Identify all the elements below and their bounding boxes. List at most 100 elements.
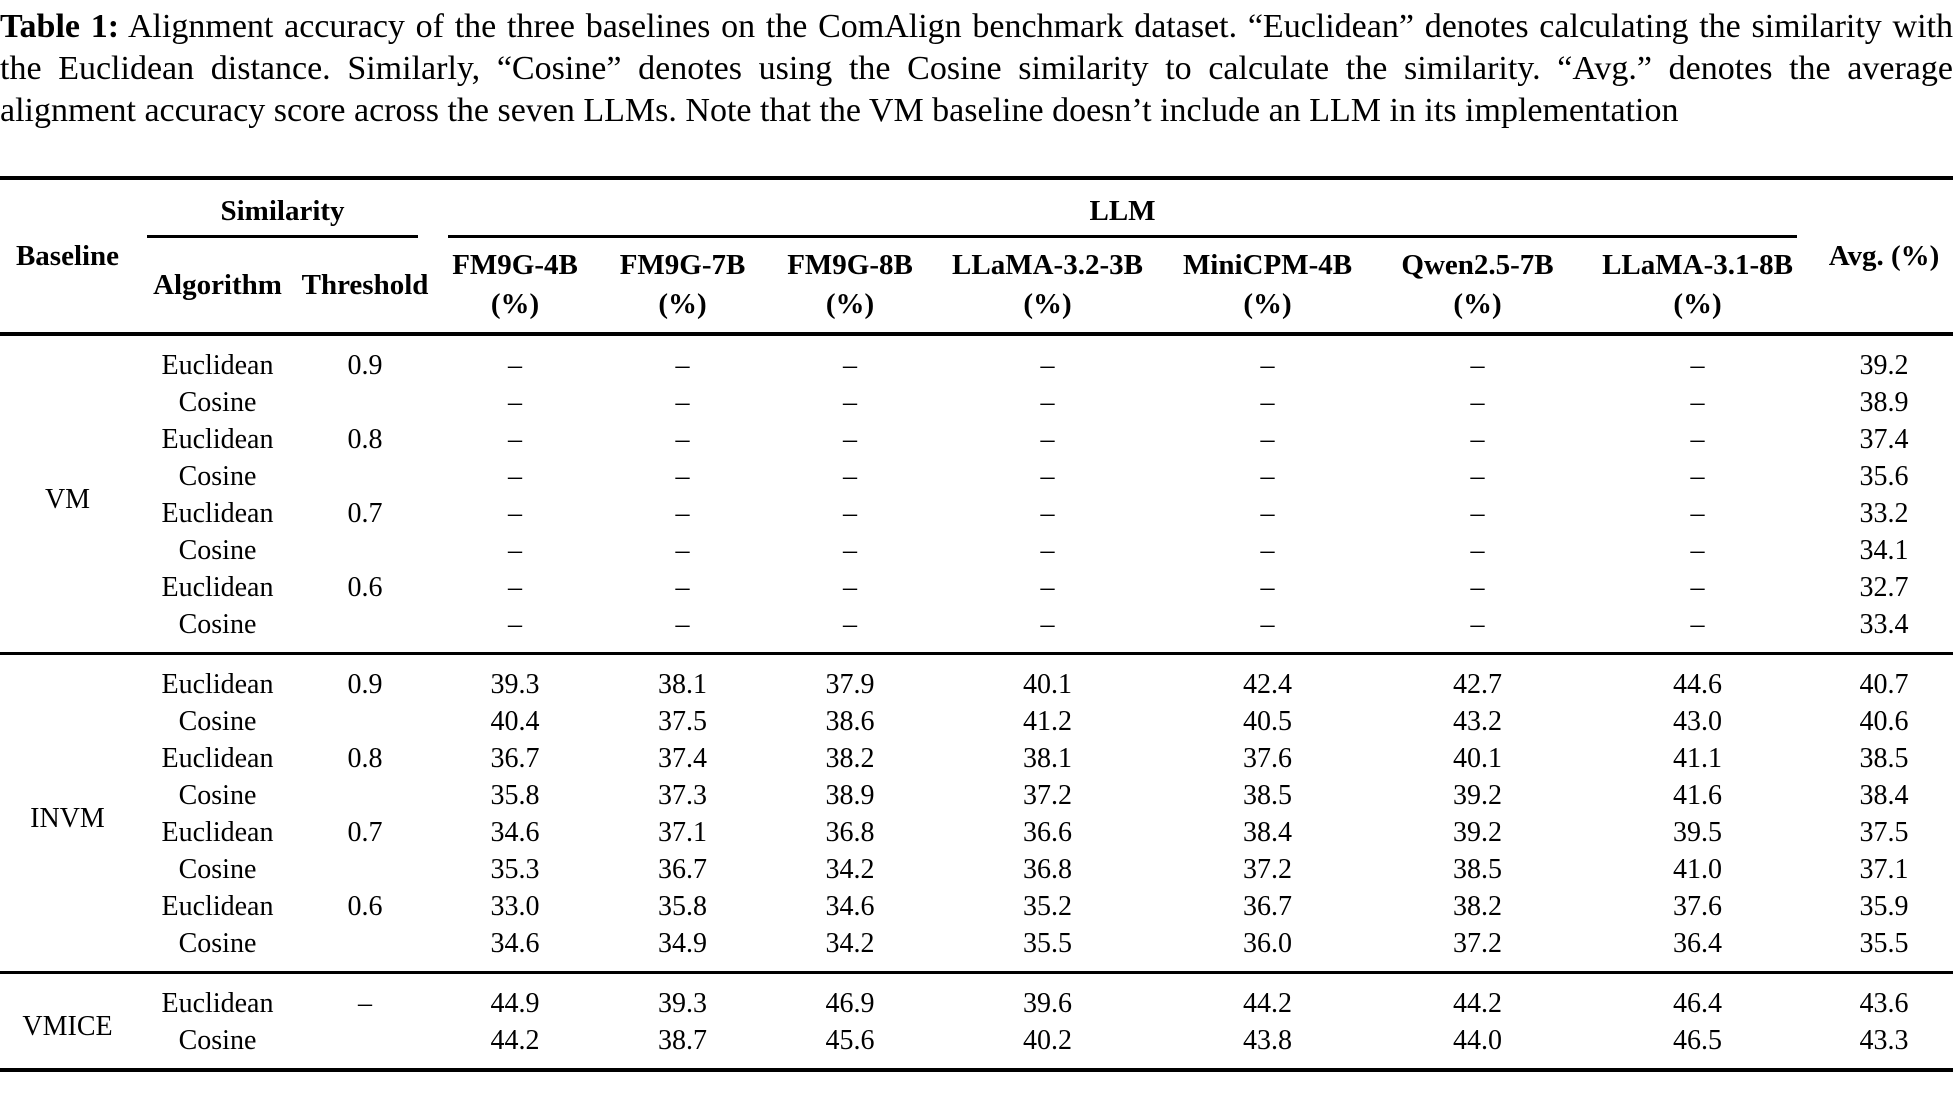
section-vmice: VMICE Euclidean – 44.9 39.3 46.9 39.6 44.2 44.2 4…: [0, 972, 1953, 1071]
table-row: Cosine – – – – – – – 38.9: [0, 384, 1953, 421]
value-cell: 35.5: [1023, 927, 1073, 959]
value-cell: 36.6: [1023, 816, 1073, 848]
value-cell: –: [1040, 423, 1055, 455]
value-cell: –: [843, 423, 858, 455]
value-cell: 37.6: [1243, 742, 1293, 774]
table-header: Baseline Similarity LLM Avg. (%) Algorit…: [0, 178, 1953, 334]
value-cell: –: [675, 386, 690, 418]
value-cell: 37.3: [658, 779, 708, 811]
value-cell: –: [1260, 423, 1275, 455]
avg-cell: 35.5: [1859, 927, 1909, 959]
threshold-cell: [300, 703, 430, 740]
header-columns-row: Algorithm Threshold FM9G-4B (%) FM9G-7B …: [0, 238, 1953, 334]
value-cell: –: [1690, 460, 1705, 492]
unit-label: (%): [1673, 288, 1722, 320]
header-group-row: Baseline Similarity LLM Avg. (%): [0, 178, 1953, 272]
avg-cell: 35.9: [1859, 890, 1909, 922]
value-cell: –: [1690, 608, 1705, 640]
column-header-fm9g-7b: FM9G-7B (%): [600, 238, 765, 334]
avg-cell: 43.3: [1859, 1024, 1909, 1056]
table-row: Cosine 35.3 36.7 34.2 36.8 37.2 38.5 41.0 37.1: [0, 851, 1953, 888]
value-cell: –: [1470, 423, 1485, 455]
unit-label: (%): [1453, 288, 1502, 320]
group-header-similarity: Similarity: [135, 178, 430, 238]
unit-label: (%): [658, 288, 707, 320]
threshold-cell: 0.6: [347, 890, 383, 922]
algorithm-cell: Euclidean: [161, 668, 274, 700]
value-cell: 42.7: [1453, 668, 1503, 700]
value-cell: –: [1470, 349, 1485, 381]
baseline-label-vmice: VMICE: [22, 1010, 113, 1042]
value-cell: 46.4: [1673, 987, 1723, 1019]
algorithm-cell: Cosine: [178, 460, 257, 492]
value-cell: 35.8: [658, 890, 708, 922]
value-cell: –: [1260, 460, 1275, 492]
value-cell: –: [508, 497, 523, 529]
threshold-cell: 0.6: [347, 571, 383, 603]
unit-label: (%): [825, 288, 875, 320]
value-cell: –: [1690, 497, 1705, 529]
algorithm-cell: Euclidean: [161, 742, 274, 774]
avg-cell: 38.4: [1859, 779, 1909, 811]
value-cell: –: [1040, 497, 1055, 529]
value-cell: –: [508, 571, 523, 603]
value-cell: –: [1260, 608, 1275, 640]
value-cell: 39.3: [490, 668, 540, 700]
value-cell: –: [675, 534, 690, 566]
algorithm-cell: Cosine: [178, 927, 257, 959]
value-cell: 39.2: [1453, 816, 1503, 848]
column-header-qwen2-5-7b: Qwen2.5-7B (%): [1375, 238, 1580, 334]
value-cell: 41.2: [1023, 705, 1073, 737]
value-cell: 38.2: [825, 742, 875, 774]
value-cell: –: [843, 460, 858, 492]
value-cell: 37.9: [825, 668, 875, 700]
value-cell: 40.1: [1023, 668, 1073, 700]
column-header-baseline: Baseline: [15, 239, 120, 272]
value-cell: 34.2: [825, 853, 875, 885]
value-cell: 36.4: [1673, 927, 1723, 959]
value-cell: 39.3: [658, 987, 708, 1019]
value-cell: –: [508, 349, 523, 381]
value-cell: 40.5: [1243, 705, 1293, 737]
value-cell: 38.9: [825, 779, 875, 811]
unit-label: (%): [1023, 288, 1072, 320]
caption-label: Table 1:: [0, 8, 120, 45]
avg-cell: 38.9: [1859, 386, 1909, 418]
algorithm-cell: Euclidean: [161, 890, 274, 922]
value-cell: 34.2: [825, 927, 875, 959]
table-row: Cosine – – – – – – – 34.1: [0, 532, 1953, 569]
value-cell: 39.5: [1673, 816, 1723, 848]
value-cell: 41.6: [1673, 779, 1723, 811]
avg-cell: 37.5: [1859, 816, 1909, 848]
value-cell: –: [1470, 460, 1485, 492]
value-cell: –: [843, 349, 858, 381]
value-cell: –: [1040, 534, 1055, 566]
value-cell: 44.2: [490, 1024, 540, 1056]
table-caption: Table 1: Alignment accuracy of the three…: [0, 6, 1953, 132]
value-cell: –: [1260, 534, 1275, 566]
value-cell: 44.9: [490, 987, 540, 1019]
table-row: Cosine 34.6 34.9 34.2 35.5 36.0 37.2 36.4 35.5: [0, 925, 1953, 973]
threshold-cell: [300, 606, 430, 654]
value-cell: –: [1690, 571, 1705, 603]
threshold-cell: –: [358, 987, 372, 1019]
value-cell: 38.1: [1023, 742, 1073, 774]
threshold-cell: 0.8: [347, 423, 383, 455]
value-cell: –: [1040, 571, 1055, 603]
value-cell: 36.0: [1243, 927, 1293, 959]
value-cell: –: [508, 460, 523, 492]
avg-cell: 39.2: [1859, 349, 1909, 381]
table-row: Euclidean 0.6 33.0 35.8 34.6 35.2 36.7 38.2 37.6…: [0, 888, 1953, 925]
value-cell: –: [675, 423, 690, 455]
value-cell: –: [675, 571, 690, 603]
section-vm: VM Euclidean 0.9 – – – – – – – 39.2 Cosine – – – – – – – 38…: [0, 334, 1953, 654]
table-figure: Table 1: Alignment accuracy of the three…: [0, 6, 1953, 1072]
value-cell: –: [1260, 571, 1275, 603]
value-cell: 36.7: [658, 853, 708, 885]
value-cell: 38.6: [825, 705, 875, 737]
algorithm-cell: Cosine: [178, 705, 257, 737]
value-cell: –: [508, 608, 523, 640]
value-cell: 38.5: [1453, 853, 1503, 885]
algorithm-cell: Euclidean: [161, 497, 274, 529]
table-row: Euclidean 0.6 – – – – – – – 32.7: [0, 569, 1953, 606]
